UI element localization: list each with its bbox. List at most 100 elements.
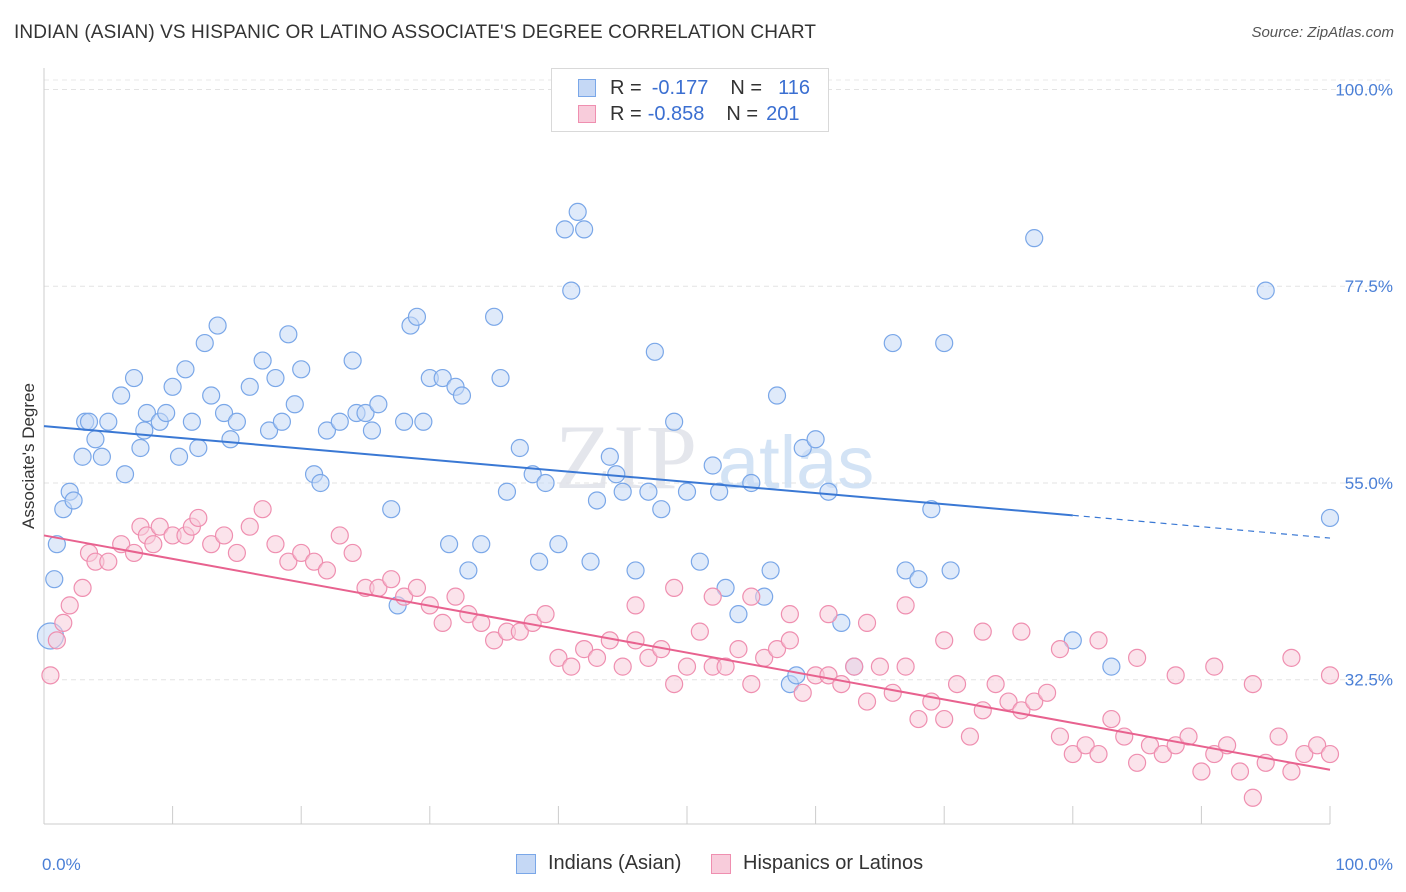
- data-point: [960, 727, 980, 746]
- data-point: [690, 622, 709, 641]
- data-point: [491, 368, 510, 388]
- data-point: [832, 613, 851, 632]
- data-point: [497, 482, 517, 501]
- data-point: [703, 587, 722, 606]
- legend-n-value: 116: [778, 76, 810, 99]
- data-point: [677, 482, 697, 501]
- data-point: [1025, 229, 1044, 248]
- data-point: [259, 421, 279, 440]
- data-point: [845, 657, 864, 676]
- legend-row-indians: R = -0.177 N = 116: [578, 76, 810, 100]
- data-point: [208, 316, 227, 335]
- data-point: [999, 692, 1018, 711]
- data-point: [665, 674, 684, 694]
- data-point: [626, 596, 645, 615]
- y-tick-label: 77.5%: [1345, 277, 1393, 296]
- data-point: [1320, 744, 1340, 764]
- data-point: [266, 368, 285, 388]
- data-point: [47, 535, 66, 554]
- data-point: [600, 447, 619, 466]
- correlation-legend: R = -0.177 N = 116 R = -0.858 N = 201: [551, 68, 829, 132]
- data-point: [575, 640, 594, 659]
- data-point: [922, 500, 941, 519]
- data-point: [935, 631, 954, 650]
- watermark-atlas: atlas: [718, 421, 874, 504]
- data-point: [330, 412, 349, 431]
- data-point: [677, 657, 697, 676]
- data-point: [157, 403, 176, 423]
- data-point: [414, 412, 433, 431]
- data-point: [510, 438, 529, 458]
- data-point: [137, 403, 156, 423]
- data-point: [883, 333, 902, 353]
- bottom-legend-label-hispanics: Hispanics or Latinos: [743, 852, 924, 874]
- data-point: [626, 631, 645, 650]
- data-point: [292, 543, 311, 563]
- y-tick-labels: 100.0% 77.5% 55.0% 32.5%: [1335, 80, 1393, 689]
- data-point: [787, 666, 806, 685]
- data-point: [690, 552, 709, 571]
- trendline-indians-extension: [1072, 514, 1331, 539]
- data-point: [1063, 631, 1082, 650]
- data-point: [1127, 648, 1147, 667]
- data-point: [896, 561, 915, 580]
- data-point: [1308, 736, 1327, 755]
- data-point: [1282, 648, 1301, 667]
- data-point: [99, 412, 118, 431]
- data-point: [896, 596, 915, 615]
- data-point: [1243, 674, 1262, 694]
- data-point: [60, 596, 79, 615]
- legend-row-hispanics: R = -0.858 N = 201: [578, 102, 799, 126]
- data-point: [317, 421, 337, 440]
- data-point: [716, 578, 735, 598]
- data-point: [767, 640, 787, 659]
- data-point: [1282, 762, 1301, 781]
- data-point: [613, 657, 632, 676]
- data-point: [73, 578, 92, 598]
- data-point: [86, 430, 105, 449]
- data-point: [176, 360, 195, 379]
- bottom-legend-indians[interactable]: Indians (Asian): [516, 852, 681, 875]
- data-point: [163, 377, 182, 396]
- data-point: [941, 561, 960, 580]
- data-point: [832, 674, 851, 694]
- data-point: [857, 613, 877, 632]
- data-point: [202, 386, 221, 405]
- data-point: [1050, 727, 1070, 746]
- legend-n-value: 201: [766, 102, 800, 125]
- data-point: [665, 578, 684, 598]
- data-point: [1037, 683, 1057, 702]
- data-point: [1063, 744, 1082, 764]
- data-point: [1295, 744, 1314, 764]
- data-point: [935, 709, 954, 729]
- data-point: [639, 482, 658, 501]
- legend-swatch-indians: [578, 79, 596, 97]
- data-point: [64, 491, 83, 510]
- data-point: [253, 500, 272, 519]
- data-point: [131, 438, 150, 458]
- data-point: [1256, 281, 1275, 300]
- data-point: [1320, 508, 1340, 528]
- data-point: [742, 674, 761, 694]
- data-point: [1127, 753, 1147, 772]
- data-point: [343, 351, 362, 370]
- data-point: [41, 666, 60, 685]
- data-point: [330, 526, 349, 545]
- data-point: [870, 657, 890, 676]
- data-point: [716, 657, 735, 676]
- bottom-legend-hispanics[interactable]: Hispanics or Latinos: [711, 852, 923, 875]
- data-point: [1089, 744, 1108, 764]
- data-point: [144, 535, 163, 554]
- data-point: [909, 570, 928, 589]
- data-point: [935, 333, 954, 353]
- data-point: [1089, 631, 1108, 650]
- data-point: [1050, 640, 1070, 659]
- data-point: [99, 552, 118, 571]
- data-point: [189, 508, 208, 528]
- data-point: [45, 570, 64, 589]
- y-tick-label: 100.0%: [1335, 80, 1393, 99]
- data-point: [54, 613, 73, 632]
- data-point: [883, 683, 902, 702]
- data-point: [703, 456, 722, 475]
- data-point: [549, 535, 568, 554]
